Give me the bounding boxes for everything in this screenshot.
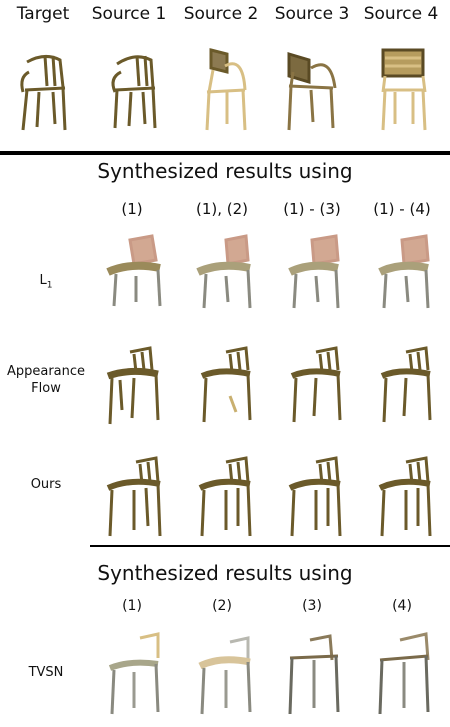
- section1-col-1: (1): [121, 200, 143, 218]
- image-l1-col3: [280, 232, 360, 322]
- image-tvsn-col2: [190, 628, 270, 718]
- image-ours-col1: [100, 452, 180, 542]
- section1-title: Synthesized results using: [97, 159, 353, 183]
- image-source-3-chair: [275, 42, 355, 132]
- section-divider: [0, 151, 450, 155]
- section1-col-2: (1), (2): [195, 200, 249, 218]
- header-source-1: Source 1: [91, 4, 167, 24]
- image-tvsn-col3: [280, 628, 360, 718]
- section2-divider: [90, 545, 450, 547]
- image-source-4-chair: [365, 42, 445, 132]
- row-label-l1: L1: [39, 273, 53, 291]
- image-tvsn-col4: [370, 628, 450, 718]
- row-label-tvsn: TVSN: [28, 665, 64, 680]
- image-ours-col2: [190, 452, 270, 542]
- section2-col-3: (3): [302, 598, 322, 614]
- image-source-2-chair: [185, 42, 265, 132]
- image-source-1-chair: [95, 42, 175, 132]
- section2-col-1: (1): [122, 598, 142, 614]
- image-tvsn-col1: [100, 628, 180, 718]
- row-label-ours: Ours: [30, 477, 62, 492]
- image-af-col1: [100, 340, 180, 430]
- image-ours-col3: [280, 452, 360, 542]
- section1-col-4: (1) - (4): [373, 200, 431, 218]
- section2-col-4: (4): [392, 598, 412, 614]
- image-l1-col4: [370, 232, 450, 322]
- image-l1-col2: [190, 232, 270, 322]
- section2-title: Synthesized results using: [97, 561, 353, 585]
- header-source-2: Source 2: [183, 4, 259, 24]
- image-af-col2: [190, 340, 270, 430]
- image-af-col3: [280, 340, 360, 430]
- image-af-col4: [370, 340, 450, 430]
- image-l1-col1: [100, 232, 180, 322]
- section1-col-3: (1) - (3): [283, 200, 341, 218]
- header-source-3: Source 3: [274, 4, 350, 24]
- image-ours-col4: [370, 452, 450, 542]
- image-target-chair: [5, 42, 85, 132]
- header-target: Target: [16, 4, 70, 24]
- header-source-4: Source 4: [363, 4, 439, 24]
- row-label-appearance-flow: Appearance Flow: [6, 364, 86, 396]
- section2-col-2: (2): [212, 598, 232, 614]
